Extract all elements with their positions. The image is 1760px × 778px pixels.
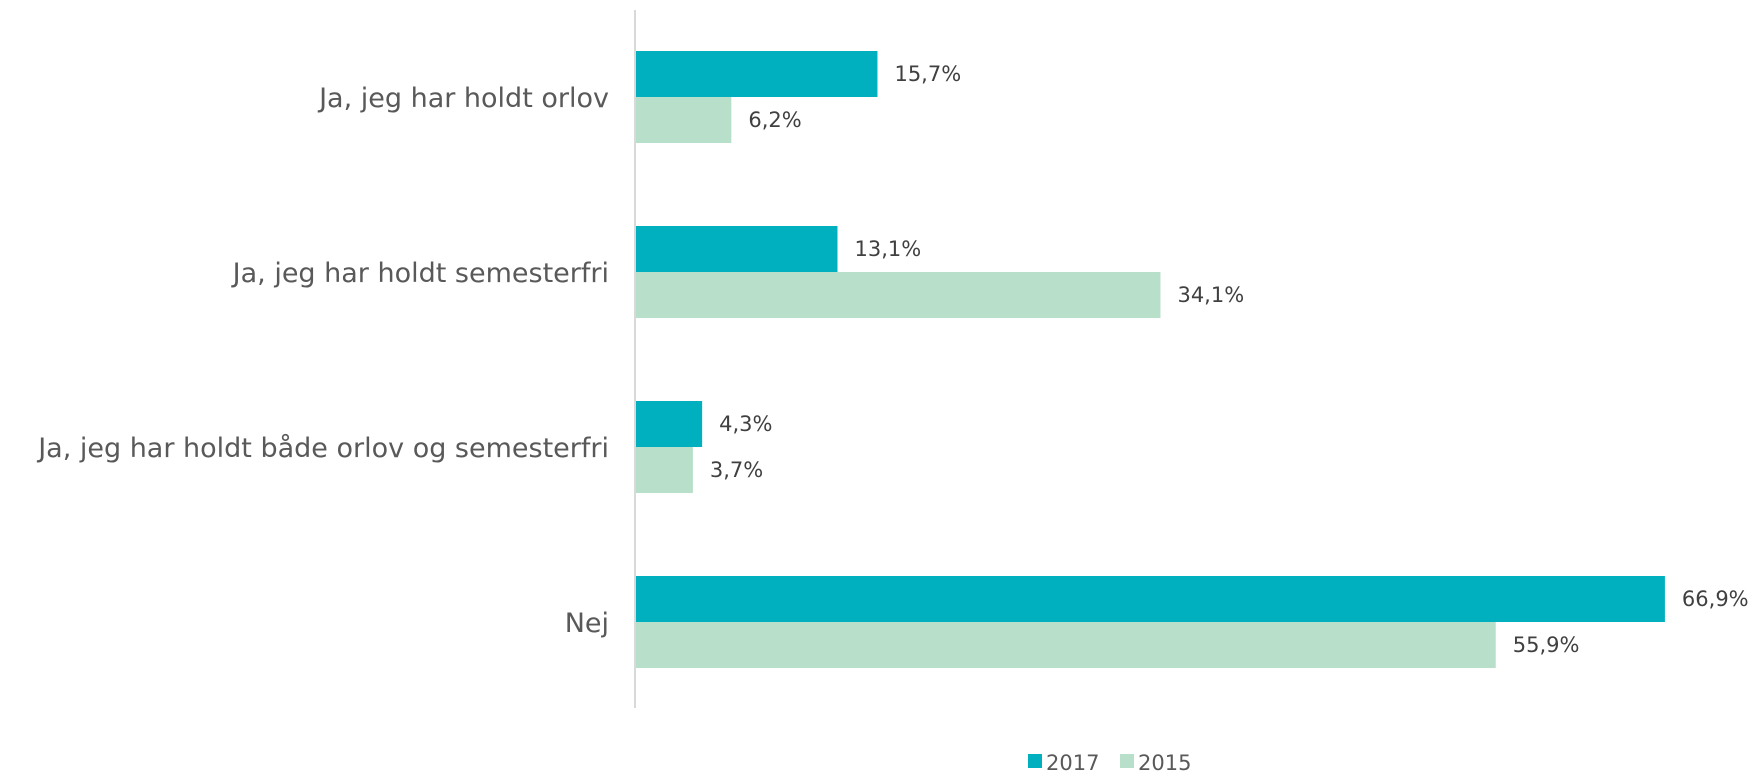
bar-2017-ja-jeg-har-holdt-både-orlov-og-semesterfri (636, 401, 703, 447)
bar-2015-nej (636, 622, 1496, 668)
category-labels-group: Ja, jeg har holdt orlov Ja, jeg har holdt… (36, 83, 609, 639)
bar-2017-ja-jeg-har-holdt-orlov (636, 51, 878, 97)
data-labels-group: 15,7% 6,2% 13,1% 34,1% 4,3% 3,7% 66,9% 55,9% (710, 62, 1749, 657)
legend-swatch-2017 (1028, 754, 1042, 768)
bar-2015-ja-jeg-har-holdt-semesterfri (636, 272, 1161, 318)
bar-2015-ja-jeg-har-holdt-både-orlov-og-semesterfri (636, 447, 693, 493)
legend: 2017 2015 (1028, 751, 1191, 775)
legend-label-2015: 2015 (1138, 751, 1191, 775)
data-label-2015-ja-jeg-har-holdt-orlov: 6,2% (748, 108, 801, 132)
bars-group (636, 51, 1665, 668)
legend-swatch-2015 (1120, 754, 1134, 768)
bar-2017-nej (636, 576, 1665, 622)
category-label-ja-jeg-har-holdt-både-orlov-og-semesterfri: Ja, jeg har holdt både orlov og semester… (36, 433, 609, 464)
data-label-2017-nej: 66,9% (1682, 587, 1749, 611)
data-label-2017-ja-jeg-har-holdt-orlov: 15,7% (894, 62, 961, 86)
data-label-2017-ja-jeg-har-holdt-semesterfri: 13,1% (854, 237, 921, 261)
data-label-2017-ja-jeg-har-holdt-både-orlov-og-semesterfri: 4,3% (719, 412, 772, 436)
category-label-ja-jeg-har-holdt-orlov: Ja, jeg har holdt orlov (317, 83, 609, 114)
bar-2017-ja-jeg-har-holdt-semesterfri (636, 226, 838, 272)
data-label-2015-ja-jeg-har-holdt-semesterfri: 34,1% (1177, 283, 1244, 307)
data-label-2015-nej: 55,9% (1513, 633, 1580, 657)
legend-label-2017: 2017 (1046, 751, 1099, 775)
category-label-nej: Nej (565, 608, 609, 639)
bar-2015-ja-jeg-har-holdt-orlov (636, 97, 732, 143)
data-label-2015-ja-jeg-har-holdt-både-orlov-og-semesterfri: 3,7% (710, 458, 763, 482)
category-label-ja-jeg-har-holdt-semesterfri: Ja, jeg har holdt semesterfri (231, 258, 609, 289)
